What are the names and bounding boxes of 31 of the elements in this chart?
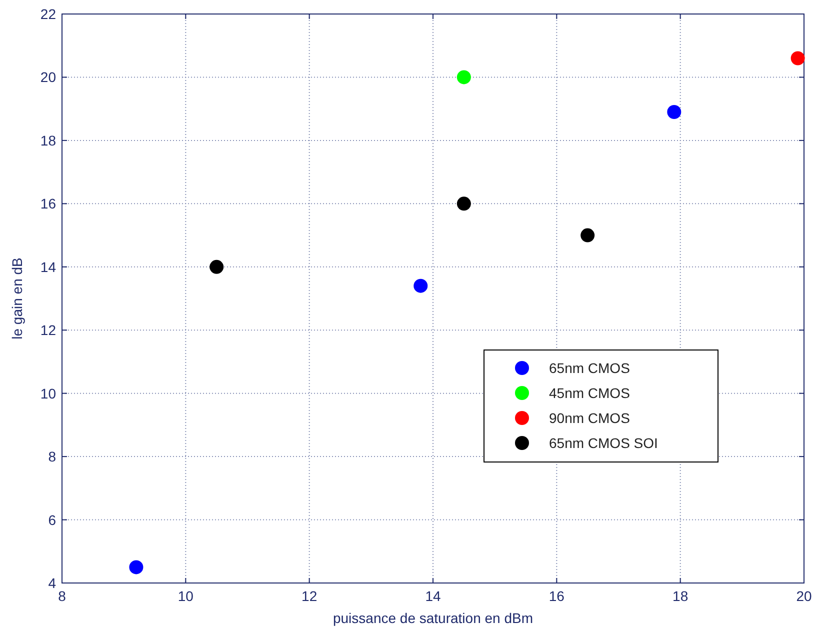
x-tick-label: 16 bbox=[548, 588, 565, 604]
point bbox=[129, 560, 144, 574]
y-axis-title: le gain en dB bbox=[9, 258, 25, 340]
y-tick-label: 6 bbox=[48, 512, 56, 528]
point bbox=[790, 51, 805, 66]
x-tick-label: 14 bbox=[425, 588, 441, 604]
y-tick-label: 12 bbox=[40, 322, 56, 338]
x-tick-label: 8 bbox=[58, 588, 66, 604]
y-tick-label: 8 bbox=[48, 448, 56, 465]
x-tick-label: 18 bbox=[672, 588, 688, 604]
point bbox=[456, 70, 471, 84]
y-tick-label: 20 bbox=[40, 69, 56, 86]
legend-label: 65nm CMOS bbox=[549, 360, 630, 376]
legend-label: 90nm CMOS bbox=[549, 410, 630, 426]
x-tick-label: 20 bbox=[796, 588, 812, 604]
x-tick-label: 10 bbox=[178, 588, 194, 604]
x-tick-label: 12 bbox=[302, 588, 318, 604]
y-tick-label: 10 bbox=[40, 385, 56, 402]
point bbox=[414, 278, 428, 293]
y-tick-label: 22 bbox=[40, 6, 56, 22]
y-tick-label: 14 bbox=[40, 258, 56, 275]
legend-label: 45nm CMOS bbox=[549, 385, 630, 401]
legend-label: 65nm CMOS SOI bbox=[549, 435, 658, 451]
y-tick-label: 18 bbox=[40, 132, 56, 148]
point bbox=[210, 260, 224, 274]
point bbox=[580, 228, 595, 242]
y-tick-label: 4 bbox=[48, 575, 56, 591]
y-tick-label: 16 bbox=[40, 196, 56, 212]
point bbox=[667, 105, 682, 119]
point bbox=[456, 196, 471, 211]
x-axis-title: puissance de saturation en dBm bbox=[332, 610, 534, 626]
